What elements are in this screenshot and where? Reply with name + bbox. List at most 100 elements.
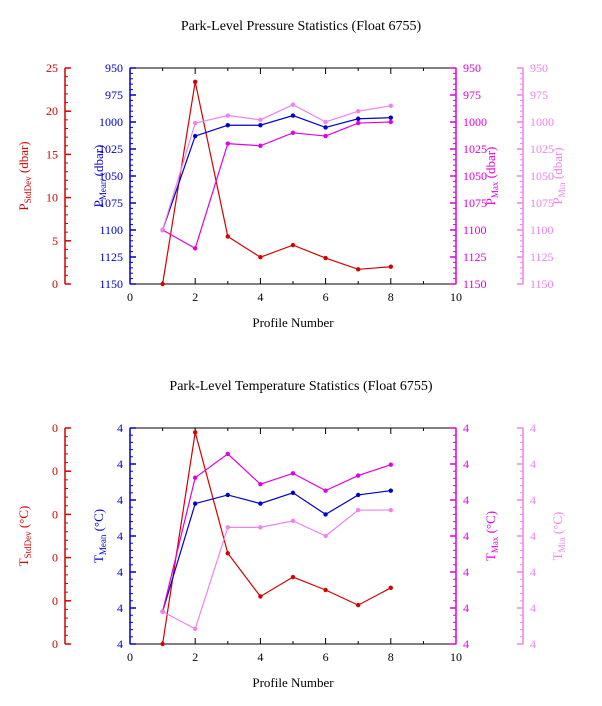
mean-tick-label: 1050	[99, 169, 123, 183]
x-tick-label: 2	[192, 290, 198, 304]
std-data-point	[388, 264, 393, 269]
std-data-point	[225, 551, 230, 556]
std-data-point	[160, 641, 165, 647]
std-data-point	[323, 255, 328, 261]
max-data-point	[225, 451, 230, 457]
min-data-point	[388, 103, 393, 109]
mean-data-point	[388, 115, 393, 120]
x-tick-label: 2	[192, 650, 198, 664]
x-tick-label: 8	[388, 290, 394, 304]
min-tick-label: 1100	[530, 223, 554, 237]
mean-tick-label: 1025	[99, 142, 123, 156]
std-data-point	[290, 242, 296, 248]
mean-axis-label: TMean (°C)	[91, 509, 108, 563]
mean-data-point	[193, 133, 198, 139]
std-data-point	[290, 574, 296, 580]
x-tick-label: 8	[388, 650, 394, 664]
mean-tick-label: 950	[105, 61, 123, 75]
mean-tick-label: 4	[117, 565, 123, 579]
min-series-line	[162, 509, 391, 630]
min-axis-label-sub: Min	[557, 182, 567, 198]
mean-data-point	[258, 123, 263, 128]
x-axis-label: Profile Number	[252, 315, 334, 330]
std-axis-label-sub: StdDev	[23, 176, 33, 204]
x-axis-label: Profile Number	[252, 675, 334, 690]
mean-data-point	[290, 490, 296, 495]
std-data-point	[356, 602, 361, 608]
mean-tick-label: 1125	[99, 250, 123, 264]
mean-axis-label-main: T	[91, 555, 106, 563]
max-axis-label: PMax (dbar)	[483, 147, 500, 206]
std-tick-label: 0	[52, 594, 58, 608]
max-tick-label: 4	[463, 421, 469, 435]
mean-tick-label: 4	[117, 601, 123, 615]
mean-tick-label: 4	[117, 529, 123, 543]
mean-axis-label: PMean (dbar)	[91, 145, 108, 208]
std-data-point	[258, 255, 263, 260]
x-tick-label: 6	[323, 290, 329, 304]
min-data-point	[160, 227, 165, 233]
mean-tick-label: 4	[117, 457, 123, 471]
mean-series-line	[162, 490, 391, 612]
x-tick-label: 10	[450, 290, 462, 304]
max-data-point	[356, 120, 361, 126]
mean-data-point	[225, 492, 230, 498]
max-axis-label-sub: Max	[490, 181, 500, 198]
mean-tick-label: 1150	[99, 277, 123, 291]
std-data-point	[356, 267, 361, 272]
min-tick-label: 4	[530, 421, 536, 435]
std-series-line	[162, 81, 391, 285]
min-tick-label: 950	[530, 61, 548, 75]
max-tick-label: 4	[463, 457, 469, 471]
chart-title: Park-Level Pressure Statistics (Float 67…	[181, 19, 422, 34]
min-tick-label: 4	[530, 457, 536, 471]
max-axis-label-main: T	[483, 553, 498, 561]
std-data-point	[225, 234, 230, 239]
max-data-point	[258, 143, 263, 148]
max-tick-label: 4	[463, 529, 469, 543]
max-data-point	[258, 481, 263, 487]
max-data-point	[290, 471, 296, 476]
mean-data-point	[323, 512, 328, 517]
std-axis-label-unit: (dbar)	[16, 141, 31, 176]
std-axis-label: PStdDev (dbar)	[16, 141, 33, 210]
std-tick-label: 0	[52, 551, 58, 565]
min-data-point	[356, 109, 361, 114]
mean-axis-label-sub: Mean	[98, 179, 108, 200]
max-tick-label: 4	[463, 565, 469, 579]
max-tick-label: 4	[463, 637, 469, 651]
max-axis-label-sub: Max	[490, 536, 500, 553]
max-data-point	[225, 141, 230, 146]
min-data-point	[193, 626, 198, 632]
min-data-point	[290, 102, 296, 107]
std-tick-label: 5	[52, 234, 58, 248]
mean-tick-label: 1075	[99, 196, 123, 210]
std-tick-label: 15	[46, 147, 58, 161]
mean-axis-label-unit: (dbar)	[91, 145, 106, 180]
std-data-point	[323, 587, 328, 593]
min-data-point	[323, 119, 328, 125]
mean-axis-label-main: P	[91, 200, 106, 207]
min-data-point	[290, 518, 296, 524]
max-tick-label: 1100	[463, 223, 487, 237]
min-data-point	[160, 609, 165, 614]
max-axis-label-unit: (dbar)	[483, 147, 498, 182]
std-series-line	[162, 432, 392, 645]
max-tick-label: 4	[463, 493, 469, 507]
mean-tick-label: 1100	[99, 223, 123, 237]
min-tick-label: 4	[530, 565, 536, 579]
min-data-point	[225, 113, 230, 118]
x-tick-label: 4	[257, 290, 263, 304]
max-axis-label-main: P	[483, 198, 498, 205]
mean-data-point	[258, 501, 263, 506]
min-data-point	[323, 533, 328, 539]
max-tick-label: 1125	[463, 250, 487, 264]
min-data-point	[388, 507, 393, 513]
min-axis-label: PMin (dbar)	[550, 147, 567, 204]
x-tick-label: 4	[257, 650, 263, 664]
min-tick-label: 1000	[530, 115, 554, 129]
min-tick-label: 1050	[530, 169, 554, 183]
max-tick-label: 1075	[463, 196, 487, 210]
max-data-point	[388, 462, 393, 467]
min-tick-label: 4	[530, 529, 536, 543]
